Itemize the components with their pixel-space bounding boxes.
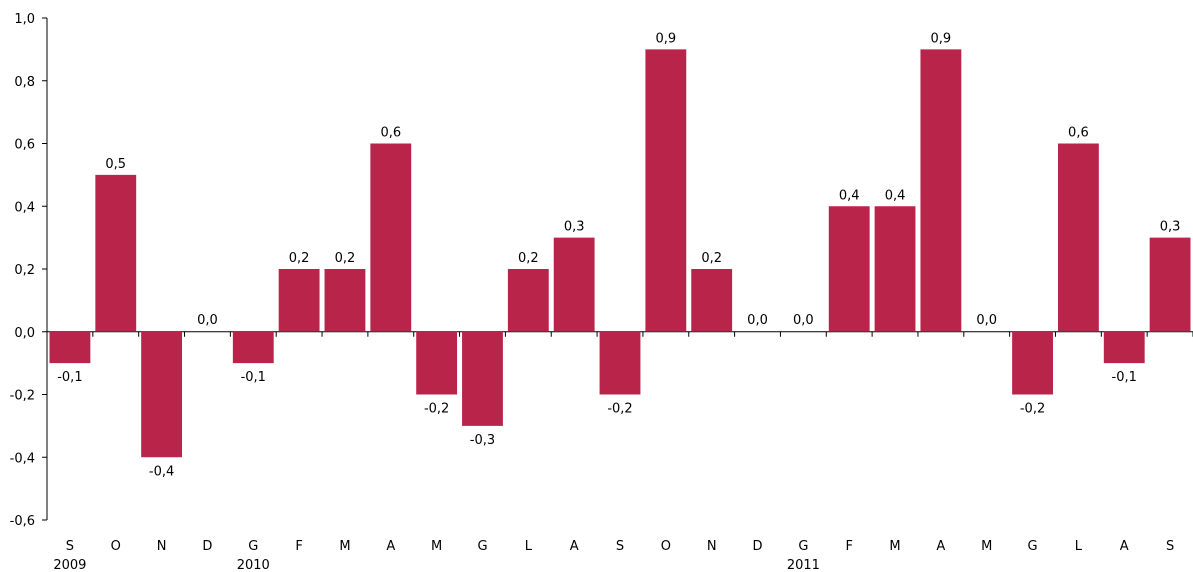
data-label: 0,0: [793, 313, 814, 328]
y-tick-label: 0,6: [14, 138, 35, 153]
x-tick-label: S: [66, 539, 74, 554]
data-label: 0,2: [518, 251, 539, 266]
x-tick-label: D: [202, 539, 212, 554]
x-tick-label: M: [981, 539, 992, 554]
y-tick-label: 0,2: [14, 263, 35, 278]
x-tick-label: A: [1120, 539, 1129, 554]
bar: [691, 269, 733, 332]
data-label: -0,4: [149, 464, 174, 479]
x-tick-label: F: [295, 539, 302, 554]
data-label: 0,2: [335, 251, 356, 266]
x-tick-label: L: [1075, 539, 1083, 554]
data-label: -0,1: [1112, 370, 1137, 385]
bar: [645, 49, 687, 332]
data-labels: -0,1 0,5 -0,4 0,0 -0,1 0,2 0,2 0,6 -0,2 -0,3 0,2 0,…: [57, 31, 1180, 479]
y-tick-label: 0,4: [14, 200, 35, 215]
y-tick-label: 1,0: [14, 12, 35, 27]
bar: [324, 269, 366, 332]
data-label: -0,3: [470, 433, 495, 448]
y-tick-label: 0,8: [14, 75, 35, 90]
bar: [507, 269, 549, 332]
data-label: 0,5: [105, 157, 126, 172]
bar: [141, 331, 183, 458]
x-tick-label: N: [707, 539, 717, 554]
x-tick-label: A: [936, 539, 945, 554]
data-label: 0,3: [1160, 220, 1181, 235]
year-label: 2009: [53, 558, 86, 572]
x-tick-label: G: [248, 539, 258, 554]
year-label: 2011: [787, 558, 820, 572]
x-tick-label: O: [111, 539, 121, 554]
y-tick-label: -0,2: [10, 389, 35, 404]
x-tick-label: G: [798, 539, 808, 554]
data-label: 0,0: [747, 313, 768, 328]
data-label: 0,2: [701, 251, 722, 266]
y-tick-label: 0,0: [14, 326, 35, 341]
bar: [1057, 143, 1099, 332]
data-label: 0,6: [1068, 126, 1089, 141]
data-label: 0,6: [380, 126, 401, 141]
bar: [462, 331, 503, 426]
x-tick-label: L: [525, 539, 533, 554]
bar: [920, 49, 962, 332]
data-label: 0,0: [197, 313, 218, 328]
y-tick-label: -0,4: [10, 451, 35, 466]
x-tick-label: D: [753, 539, 763, 554]
x-tick-label: M: [431, 539, 442, 554]
bar: [95, 174, 137, 332]
data-label: -0,2: [1020, 402, 1045, 417]
bar: [49, 331, 91, 364]
bar: [1012, 331, 1053, 395]
bar: [828, 206, 870, 332]
bar: [278, 269, 320, 332]
data-label: 0,4: [885, 188, 906, 203]
x-tick-label: A: [386, 539, 395, 554]
x-tick-label: S: [616, 539, 624, 554]
data-label: -0,1: [57, 370, 82, 385]
data-label: 0,3: [564, 220, 585, 235]
bar: [874, 206, 916, 332]
x-tick-label: M: [889, 539, 900, 554]
bar: [599, 331, 641, 395]
bars: [49, 49, 1191, 458]
x-tick-label: G: [477, 539, 487, 554]
x-tick-label: F: [845, 539, 852, 554]
data-label: -0,1: [241, 370, 266, 385]
data-label: -0,2: [607, 402, 632, 417]
y-axis: 1,0 0,8 0,6 0,4 0,2 0,0 -0,2 -0,4 -0,6: [10, 12, 48, 529]
data-label: -0,2: [424, 402, 449, 417]
bar: [1103, 331, 1145, 364]
bar: [416, 331, 458, 395]
x-tick-label: M: [339, 539, 350, 554]
data-label: 0,9: [931, 31, 952, 46]
data-label: 0,9: [655, 31, 676, 46]
y-tick-label: -0,6: [10, 514, 35, 529]
x-tick-label: G: [1028, 539, 1038, 554]
data-label: 0,0: [976, 313, 997, 328]
year-label: 2010: [237, 558, 270, 572]
bar: [370, 143, 412, 332]
bar: [553, 237, 595, 332]
bar: [232, 331, 274, 364]
x-tick-label: A: [570, 539, 579, 554]
data-label: 0,2: [289, 251, 310, 266]
bar: [1149, 237, 1191, 332]
x-tick-label: S: [1166, 539, 1174, 554]
x-tick-label: N: [157, 539, 167, 554]
data-label: 0,4: [839, 188, 860, 203]
x-tick-label: O: [661, 539, 671, 554]
